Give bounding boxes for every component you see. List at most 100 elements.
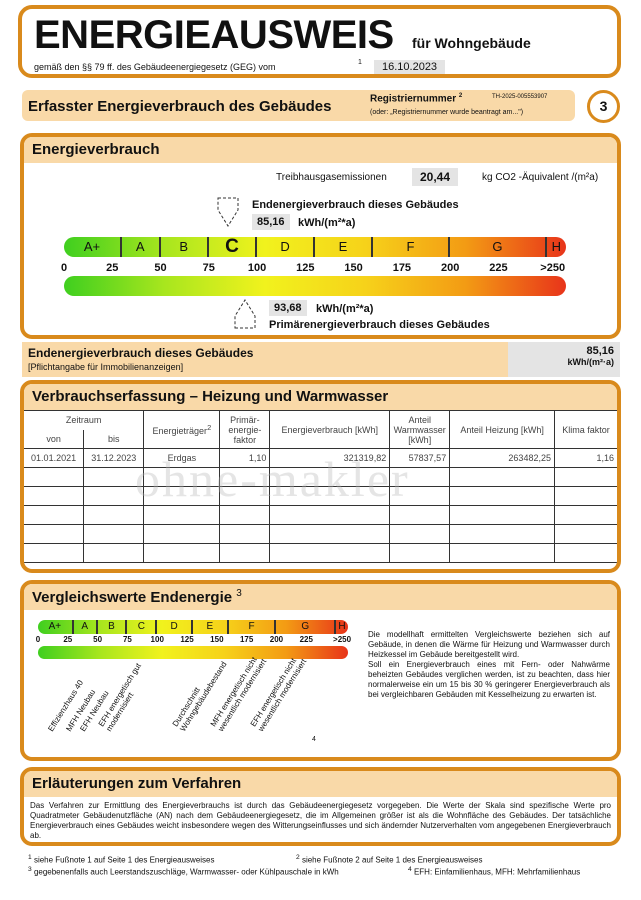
energy-class-H: H	[338, 621, 346, 632]
energy-class-B: B	[98, 620, 128, 634]
energy-class-A-plus: A+	[38, 620, 74, 634]
primary-energy-value: 93,68	[269, 300, 307, 316]
energy-class-F: F	[229, 620, 277, 634]
ghg-label: Treibhausgasemissionen	[276, 172, 387, 183]
energy-class-A-plus: A+	[64, 237, 122, 257]
scale-tick: 100	[247, 262, 267, 274]
primary-energy-label: Primärenergieverbrauch dieses Gebäudes	[269, 319, 490, 331]
scale-tick: 50	[154, 262, 167, 274]
comparison-text: Die modellhaft ermittelten Vergleichswer…	[368, 630, 610, 699]
footnote-2-text: siehe Fußnote 2 auf Seite 1 des Energiea…	[301, 855, 483, 865]
energy-class-E: E	[315, 237, 373, 257]
scale-tick: 225	[299, 635, 313, 644]
energy-class-A: A	[74, 620, 98, 634]
scale-tick: 25	[63, 635, 73, 644]
banner-title: Erfasster Energieverbrauch des Gebäudes	[28, 98, 332, 115]
scale-tick: >250	[540, 262, 566, 274]
col-klima: Klima faktor	[553, 410, 617, 449]
header-box: ENERGIEAUSWEIS für Wohngebäude gemäß den…	[18, 5, 621, 78]
scale-tick: 125	[296, 262, 315, 274]
energy-class-H: H	[551, 239, 562, 254]
scale-tick: 0	[35, 635, 41, 644]
compare-title: Vergleichswerte Endenergie	[32, 589, 233, 606]
ghg-value: 20,44	[412, 168, 459, 186]
energy-class-D: D	[157, 620, 193, 634]
scale-tick: 75	[122, 635, 132, 644]
scale-tick: 200	[440, 262, 460, 274]
end-energy-value: 85,16	[252, 214, 290, 230]
footnote-mark: 1	[358, 59, 362, 66]
end-energy-row: Endenergieverbrauch dieses Gebäudes [Pfl…	[22, 342, 620, 377]
footnote-1-text: siehe Fußnote 1 auf Seite 1 des Energiea…	[33, 855, 215, 865]
scale-tick: >250	[333, 635, 352, 644]
col-use: Energieverbrauch [kWh]	[269, 410, 391, 449]
scale-tick: 0	[60, 262, 68, 274]
col-from: von	[24, 429, 85, 449]
energy-section: Energieverbrauch Treibhausgasemissionen …	[20, 133, 621, 339]
col-to: bis	[83, 429, 145, 449]
unit: kWh/(m²*a)	[316, 303, 374, 315]
col-period: Zeitraum	[24, 410, 145, 430]
footnote-mark: 2	[458, 93, 463, 99]
cell-heat: 263482,25	[449, 448, 555, 468]
energy-class-G: G	[276, 620, 337, 634]
consumption-table: Zeitraum Energieträger2 Primär-energie-f…	[24, 410, 617, 563]
cell-from: 01.01.2021	[24, 448, 85, 468]
energy-gradient-bar	[64, 276, 566, 296]
table-row-empty	[24, 467, 617, 487]
registration-note: (oder: „Registriernummer wurde beantragt…	[370, 109, 524, 116]
carrier-header: Energieträger	[152, 426, 208, 436]
document-subtitle: für Wohngebäude	[412, 35, 531, 51]
page-number: 3	[587, 90, 620, 123]
table-row-empty	[24, 505, 617, 525]
scale-tick: 125	[180, 635, 194, 644]
end-row-unit: kWh/(m²·a)	[567, 357, 615, 367]
comparison-class-scale: A+ A B C D E F G H	[38, 620, 348, 634]
document-title: ENERGIEAUSWEIS	[34, 13, 394, 57]
energy-class-C: C	[209, 237, 258, 257]
scale-tick: 25	[106, 262, 119, 274]
registration-label: Registriernummer 2	[370, 93, 462, 104]
comparison-section: Vergleichswerte Endenergie 3 A+ A B C D E F G H …	[20, 580, 621, 761]
comparison-gradient-bar	[38, 646, 348, 659]
scale-tick: 150	[210, 635, 224, 644]
unit: kWh/(m²*a)	[298, 217, 356, 229]
end-row-label: Endenergieverbrauch dieses Gebäudes	[28, 346, 254, 360]
col-ww: Anteil Warmwasser [kWh]	[389, 410, 451, 449]
end-row-value: 85,16	[586, 345, 614, 357]
energy-class-A: A	[122, 237, 161, 257]
watermark: ohne-makler	[135, 451, 410, 507]
explanation-text: Das Verfahren zur Ermittlung des Energie…	[30, 801, 611, 840]
section-title: Vergleichswerte Endenergie 3	[24, 584, 617, 610]
footnote-4-text: EFH: Einfamilienhaus, MFH: Mehrfamilienh…	[413, 867, 581, 877]
energy-class-F: F	[373, 237, 451, 257]
section-title: Verbrauchserfassung – Heizung und Warmwa…	[24, 384, 617, 410]
table-row-empty	[24, 543, 617, 563]
ghg-unit: kg CO2 -Äquivalent /(m²a)	[482, 172, 599, 183]
footnote-mark: 2	[207, 423, 212, 432]
footnote-2: 2 siehe Fußnote 2 auf Seite 1 des Energi…	[296, 854, 483, 865]
footnote-3: 3 gegebenenfalls auch Leerstandszuschläg…	[28, 866, 339, 877]
footnote-3-text: gegebenenfalls auch Leerstandszuschläge,…	[33, 867, 339, 877]
primary-energy-marker	[234, 299, 256, 329]
energy-class-G: G	[450, 237, 547, 257]
footnote-4: 4 EFH: Einfamilienhaus, MFH: Mehrfamilie…	[408, 866, 581, 877]
footnote-mark: 3	[236, 588, 242, 599]
section-title: Energieverbrauch	[24, 137, 617, 163]
energy-class-D: D	[257, 237, 315, 257]
scale-tick: 100	[150, 635, 164, 644]
issue-date: 16.10.2023	[374, 60, 446, 74]
consumption-section: Verbrauchserfassung – Heizung und Warmwa…	[20, 380, 621, 573]
energy-class-C: C	[127, 620, 158, 634]
scale-tick: 225	[489, 262, 508, 274]
section-title: Erläuterungen zum Verfahren	[24, 771, 617, 797]
col-heat: Anteil Heizung [kWh]	[449, 410, 555, 449]
reg-label: Registriernummer	[370, 93, 457, 105]
energy-class-E: E	[193, 620, 229, 634]
scale-tick: 175	[239, 635, 254, 644]
page-banner: Erfasster Energieverbrauch des Gebäudes …	[22, 90, 575, 121]
end-energy-label: Endenergieverbrauch dieses Gebäudes	[252, 199, 459, 211]
scale-tick: 50	[93, 635, 103, 644]
end-row-note: [Pflichtangabe für Immobilienanzeigen]	[28, 362, 184, 372]
end-row-value-box: 85,16 kWh/(m²·a)	[508, 342, 620, 377]
